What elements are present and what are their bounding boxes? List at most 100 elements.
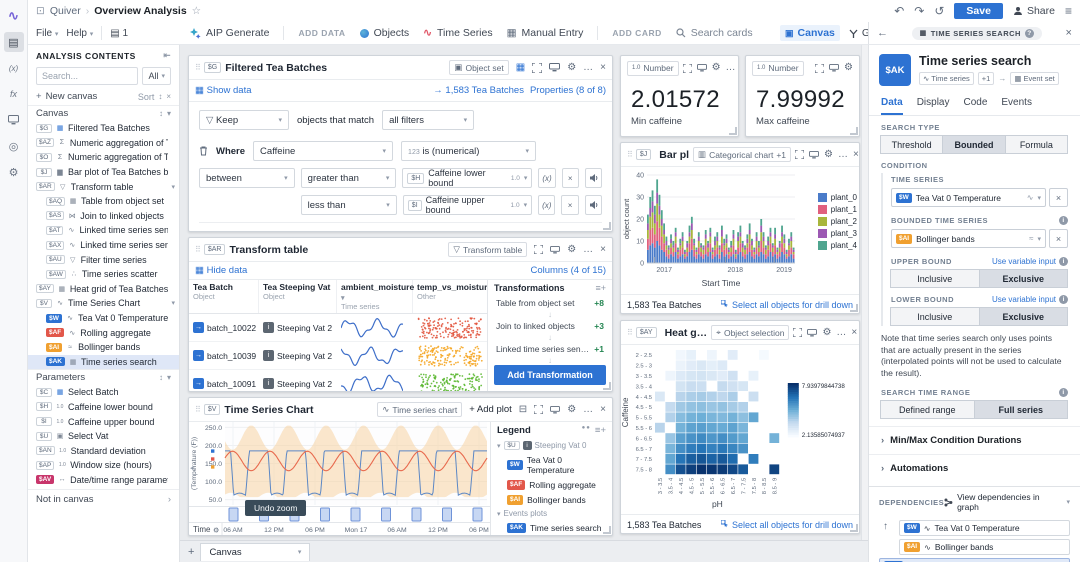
sidebar-item[interactable]: $I 1.0 Caffeine upper bound ▾ xyxy=(28,414,179,429)
properties-link[interactable]: Properties (8 of 8) xyxy=(529,85,606,96)
list-icon[interactable]: ≡+ xyxy=(594,425,606,436)
aip-generate-button[interactable]: AIP Generate xyxy=(190,27,269,39)
table-row[interactable]: → batch_10091 i Steeping Vat 2 xyxy=(189,370,487,391)
keep-select[interactable]: ▽ Keep ▾ xyxy=(199,110,289,130)
monitor-icon[interactable] xyxy=(809,150,819,159)
transformation-step[interactable]: Linked time series sen… +1 ↓ xyxy=(496,344,604,363)
dependency-item[interactable]: $W ∿ Tea Vat 0 Temperature xyxy=(899,520,1070,537)
option-exclusive[interactable]: Exclusive xyxy=(978,269,1068,288)
undo-zoom-button[interactable]: Undo zoom xyxy=(245,500,307,516)
remove-icon[interactable]: × xyxy=(561,168,579,188)
legend-entry[interactable]: plant_4 xyxy=(817,241,857,250)
table-view-icon[interactable]: ▦ xyxy=(515,61,526,73)
monitor-icon[interactable] xyxy=(549,63,561,72)
add-filter-button[interactable]: + Add a filter xyxy=(199,230,252,231)
monitor-icon[interactable] xyxy=(4,110,24,130)
fx-button[interactable]: (x) xyxy=(538,168,556,188)
view-dependencies-link[interactable]: View dependencies in graph ▾ xyxy=(944,492,1070,512)
list-icon[interactable]: ≡+ xyxy=(595,283,606,293)
chevron-down-icon[interactable]: ▾ xyxy=(166,109,171,118)
close-icon[interactable]: × xyxy=(851,326,858,338)
sidebar-item[interactable]: $AN 1.0 Standard deviation ▾ xyxy=(28,443,179,458)
trash-icon[interactable] xyxy=(199,146,208,156)
tab-canvas[interactable]: ▣ Canvas xyxy=(780,25,840,41)
card-title[interactable]: Heat g… xyxy=(664,326,708,339)
card-title[interactable]: Transform table xyxy=(229,243,309,256)
info-icon[interactable]: i xyxy=(1059,257,1068,266)
number-chip[interactable]: 1.0 Number xyxy=(627,60,679,76)
time-series-input[interactable]: $W Tea Vat 0 Temperature ∿ ▾ xyxy=(891,188,1046,207)
versions-button[interactable]: ▤ 1 xyxy=(110,27,129,39)
info-icon[interactable]: i xyxy=(1059,388,1068,398)
not-in-canvas-row[interactable]: Not in canvas › xyxy=(28,489,179,509)
dependency-item[interactable]: $AI ∿ Bollinger bands xyxy=(899,539,1070,556)
sort-icon[interactable]: ↕ xyxy=(158,91,163,101)
column-header[interactable]: ambient_moisture ▾ Time series xyxy=(337,280,414,313)
gear-icon[interactable]: ⚙ xyxy=(822,326,832,338)
legend-item[interactable]: $W Tea Vat 0 Temperature xyxy=(497,452,606,477)
remove-icon[interactable]: × xyxy=(561,195,579,215)
expand-icon[interactable] xyxy=(682,63,692,73)
legend-entry[interactable]: plant_2 xyxy=(817,217,857,226)
sidebar-item[interactable]: $U ▣ Select Vat ▾ xyxy=(28,429,179,444)
search-cards-input[interactable]: Search cards xyxy=(676,27,753,39)
gear-icon[interactable]: ⚙ xyxy=(567,243,577,255)
legend-entry[interactable]: plant_3 xyxy=(817,229,857,238)
collapse-section-icon[interactable]: ↕ xyxy=(158,109,163,118)
drag-handle[interactable]: ⠿ xyxy=(627,328,633,337)
more-icon[interactable]: … xyxy=(725,62,736,73)
card-title[interactable]: Bar pl xyxy=(659,148,690,161)
collapse-section-icon[interactable]: ↕ xyxy=(158,373,163,383)
time-series-button[interactable]: ∿ Time Series xyxy=(423,27,493,39)
points-toggle-icon[interactable]: ●● xyxy=(581,425,591,431)
option-threshold[interactable]: Threshold xyxy=(880,135,944,154)
add-plot-button[interactable]: + Add plot xyxy=(469,404,512,415)
sidebar-item[interactable]: $AX ∿ Linked time series sensor ▾ xyxy=(28,238,179,253)
collapse-sidebar-icon[interactable]: ⇤ xyxy=(163,50,171,60)
card-title[interactable]: Time Series Chart xyxy=(224,403,314,416)
gear-icon[interactable]: ⚙ xyxy=(567,61,577,73)
expand-icon[interactable] xyxy=(815,63,825,73)
focus-icon[interactable]: ◎ xyxy=(8,140,19,153)
more-icon[interactable]: … xyxy=(838,148,848,160)
heat-grid-canvas[interactable]: 2 - 2.5 2.5 - 3 3 - 3.5 3.5 - 4 4 - 4.5 4.5 -… xyxy=(621,345,859,511)
table-row[interactable]: → batch_10039 i Steeping Vat 2 xyxy=(189,342,487,370)
chevron-down-icon[interactable]: ▾ xyxy=(171,183,175,191)
collapse-all-icon[interactable]: × xyxy=(166,91,171,101)
favorite-star-icon[interactable]: ☆ xyxy=(191,5,202,17)
automations-collapsible[interactable]: › Automations xyxy=(869,454,1080,482)
quiver-logo-icon[interactable]: ∿ xyxy=(8,8,19,23)
objects-button[interactable]: Objects xyxy=(359,27,409,39)
collapse-axis-icon[interactable]: ◂ xyxy=(190,465,194,472)
pin-panel-icon[interactable] xyxy=(584,195,602,215)
option-bounded[interactable]: Bounded xyxy=(942,135,1006,154)
durations-collapsible[interactable]: › Min/Max Condition Durations xyxy=(869,426,1080,454)
all-filters-select[interactable]: all filters ▾ xyxy=(382,110,475,130)
card-filtered-tea-batches[interactable]: ⠿ $G Filtered Tea Batches ▣ Object set ▦ … xyxy=(188,55,613,232)
time-series-chart-chip[interactable]: ∿ Time series chart xyxy=(377,402,463,417)
tab-data[interactable]: Data xyxy=(881,93,903,115)
option-inclusive[interactable]: Inclusive xyxy=(890,269,980,288)
show-data-link[interactable]: ▦ Show data xyxy=(195,85,252,96)
categorical-chart-chip[interactable]: ▥ Categorical chart +1 xyxy=(693,147,792,162)
close-icon[interactable]: × xyxy=(853,148,859,160)
monitor-icon[interactable] xyxy=(696,64,707,72)
drag-handle[interactable]: ⠿ xyxy=(195,63,201,72)
sidebar-item[interactable]: $AV ↔ Date/time range parameter ▾ xyxy=(28,473,179,488)
drill-down-link[interactable]: Select all objects for drill down xyxy=(720,519,853,530)
legend-entry[interactable]: plant_0 xyxy=(817,193,857,202)
gear-icon[interactable]: ⚙ xyxy=(8,166,19,179)
close-icon[interactable]: × xyxy=(600,243,606,255)
more-icon[interactable]: … xyxy=(836,326,847,338)
number-chip[interactable]: 1.0 Number xyxy=(752,60,804,76)
more-icon[interactable]: … xyxy=(583,61,594,73)
sidebar-item[interactable]: $AK ▦ Time series search ▾ xyxy=(28,354,179,370)
legend-item[interactable]: $AF Rolling aggregate xyxy=(497,477,606,492)
option-exclusive[interactable]: Exclusive xyxy=(978,307,1068,326)
object-selection-chip[interactable]: ⌖ Object selection xyxy=(711,325,790,340)
sidebar-item[interactable]: $AQ ▦ Table from object set ▾ xyxy=(28,194,179,209)
tab-code[interactable]: Code xyxy=(963,97,988,108)
operator-select[interactable]: 123 is (numerical) ▾ xyxy=(401,141,537,161)
sidebar-item[interactable]: $J ▆ Bar plot of Tea Batches by Start T…… xyxy=(28,165,179,180)
events-plots-row[interactable]: ▾ Events plots xyxy=(497,509,548,518)
